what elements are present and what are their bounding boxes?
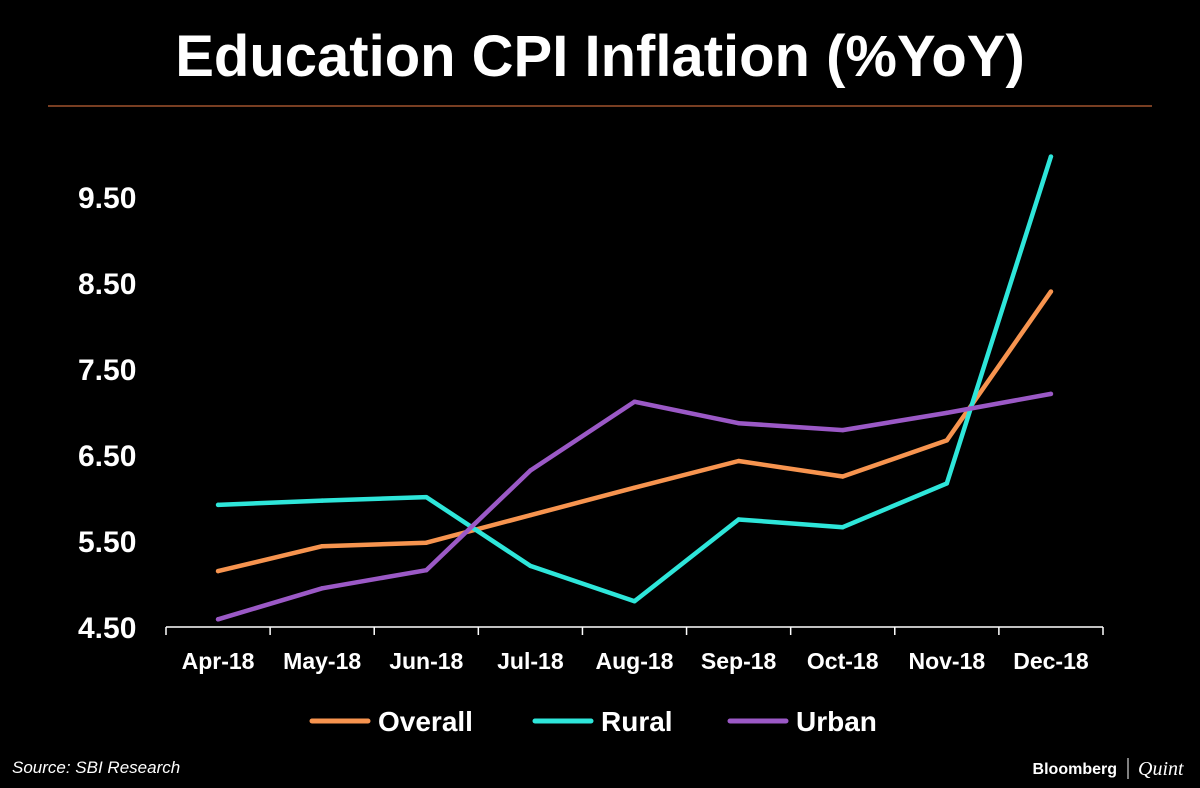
y-tick-label: 6.50 — [78, 440, 136, 473]
data-point-rural — [632, 599, 637, 604]
y-tick-label: 5.50 — [78, 526, 136, 559]
data-point-urban — [528, 468, 533, 473]
data-point-rural — [736, 517, 741, 522]
data-point-rural — [319, 498, 325, 503]
x-tick-label: Nov-18 — [908, 648, 985, 674]
data-point-urban — [424, 568, 429, 573]
data-point-urban — [319, 586, 325, 591]
data-point-overall — [319, 543, 325, 549]
brand-logo: Bloomberg Quint — [1033, 758, 1184, 780]
legend-label-rural: Rural — [601, 706, 673, 737]
legend-label-urban: Urban — [796, 706, 877, 737]
y-axis-ticks: 4.50 5.50 6.50 7.50 8.50 9.50 — [78, 182, 136, 645]
data-point-overall — [944, 438, 950, 443]
data-point-urban — [1048, 391, 1054, 397]
x-tick-label: Dec-18 — [1013, 648, 1089, 674]
data-point-rural — [1048, 154, 1054, 159]
data-point-urban — [632, 399, 637, 404]
data-point-overall — [840, 474, 845, 479]
series-lines — [215, 154, 1054, 622]
data-point-overall — [424, 540, 429, 545]
brand-logo-main: Bloomberg — [1033, 761, 1117, 778]
data-point-rural — [215, 502, 221, 508]
x-tick-label: Aug-18 — [596, 648, 674, 674]
x-tick-label: May-18 — [283, 648, 361, 674]
series-line-rural — [215, 154, 1054, 604]
chart-title: Education CPI Inflation (%YoY) — [175, 24, 1025, 89]
data-point-overall — [736, 458, 741, 464]
series-line-overall — [215, 289, 1054, 574]
x-tick-label: Apr-18 — [182, 648, 255, 674]
y-tick-label: 7.50 — [78, 354, 136, 387]
x-axis: Apr-18 May-18 Jun-18 Jul-18 Aug-18 Sep-18 Oct-… — [165, 626, 1104, 674]
data-point-urban — [215, 617, 221, 622]
data-point-overall — [632, 485, 637, 490]
data-point-overall — [1048, 289, 1054, 294]
data-point-urban — [840, 427, 845, 433]
data-point-rural — [840, 525, 845, 530]
y-tick-label: 8.50 — [78, 268, 136, 301]
data-point-rural — [424, 494, 429, 500]
x-tick-label: Jul-18 — [497, 648, 564, 674]
legend-label-overall: Overall — [378, 706, 473, 737]
x-tick-label: Sep-18 — [701, 648, 777, 674]
series-line-urban — [215, 391, 1054, 622]
data-point-urban — [736, 420, 741, 426]
x-tick-label: Jun-18 — [389, 648, 463, 674]
brand-logo-sub: Quint — [1138, 758, 1184, 780]
y-tick-label: 4.50 — [78, 612, 136, 645]
y-tick-label: 9.50 — [78, 182, 136, 215]
source-note: Source: SBI Research — [12, 758, 180, 777]
data-point-overall — [215, 568, 221, 574]
data-point-rural — [944, 481, 950, 486]
x-tick-label: Oct-18 — [807, 648, 879, 674]
chart-legend: Overall Rural Urban — [309, 706, 877, 737]
data-point-overall — [528, 513, 533, 518]
data-point-urban — [944, 410, 950, 416]
data-point-rural — [528, 563, 533, 569]
